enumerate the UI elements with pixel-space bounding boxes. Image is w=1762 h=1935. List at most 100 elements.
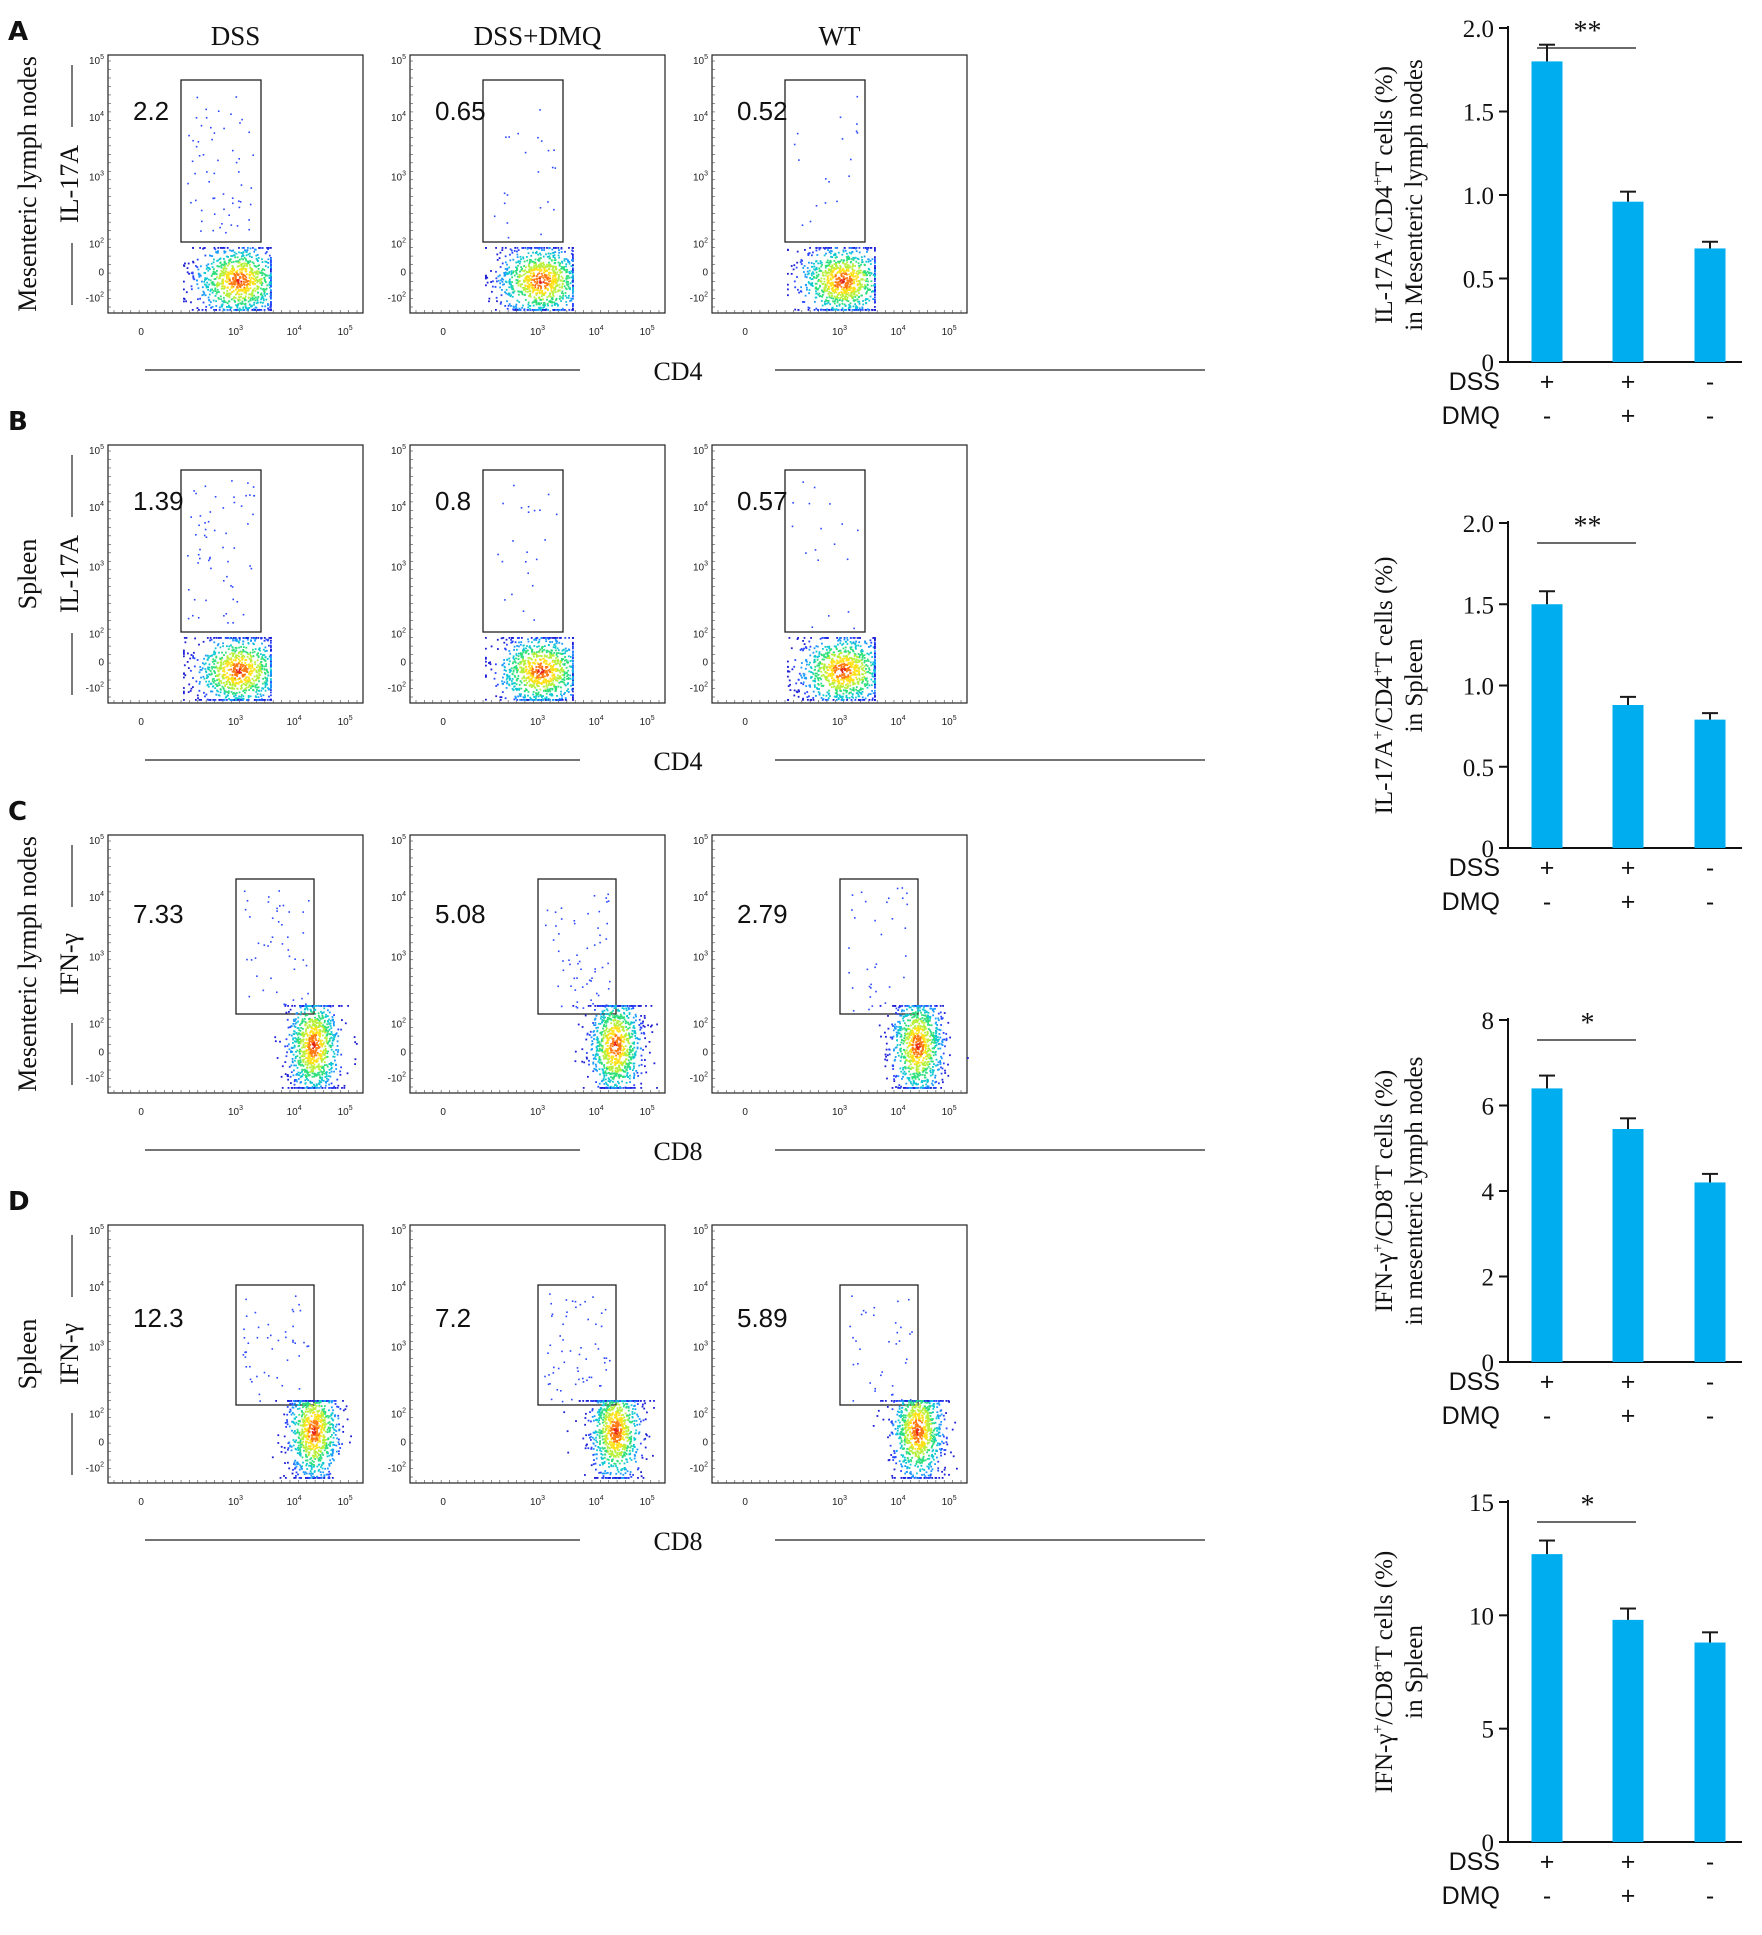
event-dot xyxy=(241,674,244,677)
event-dot xyxy=(527,699,530,701)
event-dot xyxy=(239,699,241,701)
event-dot xyxy=(226,309,229,311)
event-dot xyxy=(506,300,508,303)
event-dot xyxy=(855,307,857,309)
gate-value: 0.52 xyxy=(737,96,788,126)
event-dot xyxy=(264,294,266,297)
event-dot xyxy=(231,271,234,274)
event-dot xyxy=(237,288,240,291)
event-dot xyxy=(551,660,554,663)
event-dot xyxy=(797,309,800,311)
event-dot xyxy=(833,291,836,294)
event-dot xyxy=(566,284,569,286)
event-dot xyxy=(243,278,246,280)
event-dot xyxy=(239,263,242,266)
event-dot xyxy=(256,254,259,256)
event-dot xyxy=(558,298,561,300)
event-dot xyxy=(243,298,246,301)
event-dot xyxy=(244,662,247,664)
event-dot xyxy=(557,279,560,282)
event-dot xyxy=(496,253,499,256)
event-dot xyxy=(270,297,272,300)
event-dot xyxy=(570,299,573,302)
event-dot xyxy=(235,692,238,694)
event-dot xyxy=(552,659,554,662)
event-dot xyxy=(550,289,553,292)
event-dot xyxy=(240,265,243,267)
event-dot xyxy=(235,649,238,652)
event-dot xyxy=(252,513,254,516)
event-dot xyxy=(253,668,255,671)
event-dot xyxy=(270,655,272,658)
event-dot xyxy=(855,280,858,283)
event-dot xyxy=(542,304,545,306)
event-dot xyxy=(268,695,270,698)
event-dot xyxy=(241,673,244,676)
event-dot xyxy=(842,262,844,264)
event-dot xyxy=(262,648,265,651)
event-dot xyxy=(847,287,849,290)
event-dot xyxy=(858,247,861,249)
event-dot xyxy=(214,672,216,674)
event-dot xyxy=(539,264,542,266)
event-dot xyxy=(846,299,849,302)
event-dot xyxy=(533,299,536,302)
event-dot xyxy=(558,676,560,679)
event-dot xyxy=(846,257,849,260)
event-dot xyxy=(564,294,567,297)
event-dot xyxy=(834,298,837,300)
event-dot xyxy=(244,288,247,290)
event-dot xyxy=(229,272,232,275)
event-dot xyxy=(232,289,235,292)
event-dot xyxy=(509,652,511,655)
event-dot xyxy=(534,283,537,286)
event-dot xyxy=(828,272,830,274)
tick-base: 0 xyxy=(98,268,104,279)
event-dot xyxy=(827,292,830,295)
event-dot xyxy=(264,646,267,649)
event-dot xyxy=(229,665,232,667)
event-dot xyxy=(234,677,236,680)
event-dot xyxy=(826,296,828,299)
event-dot xyxy=(234,281,237,283)
event-dot xyxy=(233,268,235,271)
event-dot xyxy=(198,683,201,685)
event-dot xyxy=(508,280,511,282)
event-dot xyxy=(262,301,264,304)
event-dot xyxy=(530,259,532,261)
event-dot xyxy=(825,300,828,302)
event-dot xyxy=(206,281,208,284)
event-dot xyxy=(815,274,818,277)
event-dot xyxy=(523,694,526,697)
event-dot xyxy=(533,301,536,304)
event-dot xyxy=(224,271,226,274)
event-dot xyxy=(829,303,832,306)
event-dot xyxy=(864,279,867,282)
event-dot xyxy=(242,280,245,283)
event-dot xyxy=(205,284,208,287)
event-dot xyxy=(228,698,230,700)
event-dot xyxy=(238,658,240,661)
event-dot xyxy=(572,257,574,259)
event-dot xyxy=(488,300,490,303)
event-dot xyxy=(554,686,557,689)
event-dot xyxy=(228,662,231,664)
event-dot xyxy=(545,650,548,652)
event-dot xyxy=(527,675,530,678)
event-dot xyxy=(852,247,854,249)
event-dot xyxy=(532,251,534,254)
event-dot xyxy=(533,264,535,267)
event-dot xyxy=(238,277,241,279)
tick-base: 10 xyxy=(89,172,101,183)
event-dot xyxy=(226,302,229,304)
event-dot xyxy=(843,280,845,283)
event-dot xyxy=(518,663,521,666)
tick-exp: 4 xyxy=(402,501,406,508)
event-dot xyxy=(787,249,789,251)
event-dot xyxy=(852,263,854,265)
event-dot xyxy=(834,256,837,259)
event-dot xyxy=(853,272,855,275)
event-dot xyxy=(244,665,247,667)
event-dot xyxy=(519,653,522,655)
event-dot xyxy=(212,229,214,232)
